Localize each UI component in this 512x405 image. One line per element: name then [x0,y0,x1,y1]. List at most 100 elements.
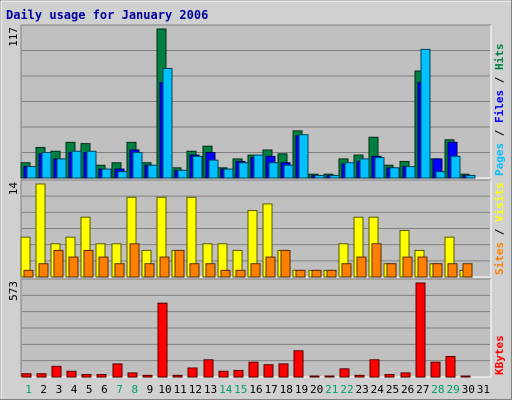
bar-kbytes-day-19 [293,350,304,378]
x-tick-label: 25 [386,383,399,396]
bar-sites-day-9 [144,263,155,278]
bar-pages-day-17 [268,162,279,179]
panel-2: 14 Sites / Visits [7,179,506,278]
bar-kbytes-day-2 [36,373,47,378]
bar-sites-day-3 [53,249,64,278]
bar-sites-day-20 [311,269,322,278]
bar-sites-day-14 [220,269,231,278]
bar-pages-day-6 [101,168,112,179]
axis-title-part: Sites [493,242,506,275]
bar-sites-day-10 [159,256,170,278]
x-tick-label: 18 [280,383,293,396]
bar-sites-day-27 [417,256,428,278]
bar-sites-day-7 [114,263,125,278]
bar-kbytes-day-20 [309,375,320,378]
x-tick-label: 21 [325,383,338,396]
bar-sites-day-25 [386,263,397,278]
bar-kbytes-day-5 [81,374,92,378]
bar-sites-day-24 [371,243,382,278]
x-tick-label: 8 [131,383,138,396]
axis-title-part: Visits [493,182,506,222]
x-tick-label: 19 [295,383,308,396]
bar-pages-day-2 [41,152,52,179]
axis-title-part: Files [493,90,506,123]
chart-title: Daily usage for January 2006 [6,8,208,22]
bar-kbytes-day-23 [354,374,365,378]
bar-pages-day-16 [253,154,264,179]
bar-kbytes-day-16 [248,361,259,378]
x-tick-label: 9 [147,383,154,396]
series-axis-title: Pages / Files / Hits [493,44,506,177]
bar-pages-day-30 [465,174,476,179]
bar-kbytes-day-12 [187,367,198,378]
bar-pages-day-14 [223,168,234,179]
bar-kbytes-day-17 [263,364,274,378]
axis-title-part: KBytes [493,335,506,375]
axis-title-part: Hits [493,44,506,71]
bar-kbytes-day-18 [278,363,289,378]
bar-pages-day-11 [177,169,188,179]
series-kbytes [21,282,471,378]
x-tick-label: 23 [355,383,368,396]
x-tick-label: 16 [249,383,262,396]
bar-sites-day-4 [68,256,79,278]
bar-sites-day-5 [83,249,94,278]
x-tick-label: 14 [219,383,233,396]
bar-pages-day-21 [329,174,340,179]
bar-pages-day-29 [450,155,461,179]
bar-pages-day-8 [132,152,143,179]
bar-kbytes-day-14 [218,370,229,378]
y-max-label: 573 [7,281,20,301]
bar-sites-day-8 [129,243,140,278]
bar-sites-day-28 [432,263,443,278]
x-tick-label: 17 [265,383,278,396]
bar-pages-day-28 [435,171,446,179]
x-tick-label: 24 [371,383,385,396]
bar-sites-day-11 [174,249,185,278]
bar-kbytes-day-30 [460,375,471,378]
bar-kbytes-day-15 [233,369,244,378]
axis-title-part: / [493,123,506,143]
bar-visits-day-2 [35,183,46,278]
bar-kbytes-day-7 [112,363,123,378]
x-tick-label: 30 [462,383,475,396]
bar-sites-day-30 [462,263,473,278]
y-max-label: 117 [7,27,20,47]
x-tick-label: 13 [204,383,217,396]
bar-pages-day-19 [298,134,309,179]
bar-sites-day-13 [205,263,216,278]
bar-pages-day-10 [162,67,173,179]
x-tick-label: 27 [416,383,429,396]
bar-sites-day-6 [98,256,109,278]
x-tick-label: 4 [71,383,78,396]
bar-pages-day-12 [192,155,203,179]
series-axis-title: Sites / Visits [493,182,506,275]
bar-pages-day-5 [86,150,97,179]
panel-3: 573 KBytes [7,278,506,378]
bar-kbytes-day-9 [142,374,153,378]
x-tick-label: 3 [56,383,63,396]
bar-sites-day-16 [250,263,261,278]
x-tick-label: 2 [40,383,47,396]
x-tick-label: 29 [446,383,459,396]
axis-title-part: / [493,70,506,90]
x-tick-label: 20 [310,383,323,396]
bar-kbytes-day-6 [96,374,107,378]
x-tick-label: 28 [431,383,444,396]
bar-sites-day-18 [280,249,291,278]
bar-pages-day-18 [283,164,294,179]
x-tick-label: 10 [158,383,171,396]
bar-sites-day-1 [23,269,34,278]
y-max-label: 14 [7,182,20,196]
x-tick-label: 26 [401,383,414,396]
bar-kbytes-day-13 [203,359,214,378]
panel-1: 117 Pages / Files / Hits [7,24,506,179]
bar-sites-day-26 [402,256,413,278]
bar-pages-day-23 [359,158,370,179]
bar-pages-day-3 [56,158,67,179]
bar-pages-day-15 [238,162,249,179]
bar-pages-day-13 [208,159,219,179]
x-tick-label: 11 [174,383,187,396]
bar-pages-day-24 [374,157,385,179]
